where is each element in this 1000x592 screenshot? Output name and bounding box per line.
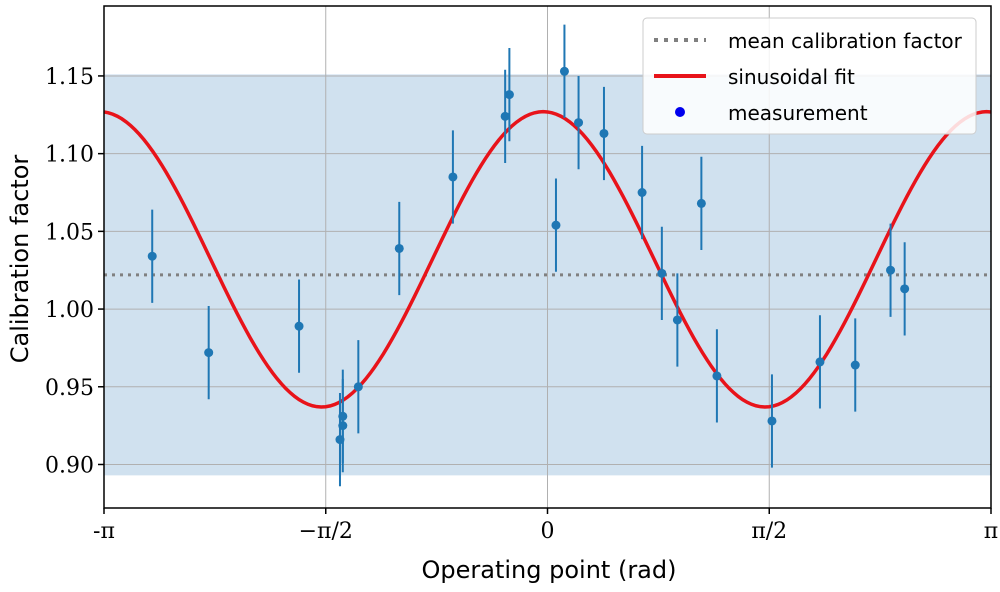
measurement-point: [900, 284, 910, 294]
measurement-point: [335, 435, 345, 445]
measurement-point: [672, 315, 682, 325]
x-axis-label: Operating point (rad): [422, 556, 677, 584]
measurement-point: [637, 188, 647, 198]
measurement-point: [767, 416, 777, 426]
x-tick-label: π: [984, 519, 998, 544]
y-axis-label: Calibration factor: [6, 155, 34, 364]
measurement-point: [712, 371, 722, 381]
measurement-point: [886, 265, 896, 275]
y-tick-label: 1.00: [45, 298, 94, 323]
measurement-point: [551, 220, 561, 230]
x-tick-label: −π/2: [299, 519, 353, 544]
legend-measurement-label: measurement: [728, 101, 868, 125]
y-tick-label: 1.10: [45, 143, 94, 168]
sinusoidal-fit-curve: [103, 109, 992, 409]
measurement-point: [696, 198, 706, 208]
measurement-point: [504, 90, 514, 100]
y-tick-label: 0.90: [45, 453, 94, 478]
measurement-point: [294, 321, 304, 331]
legend-mean-label: mean calibration factor: [728, 29, 963, 53]
measurement-point: [850, 360, 860, 370]
legend: mean calibration factor sinusoidal fit m…: [642, 17, 977, 135]
measurement-point: [394, 243, 404, 253]
y-tick-label: 0.95: [45, 376, 94, 401]
measurement-point: [500, 111, 510, 121]
measurement-point: [448, 172, 458, 182]
measurement-point: [353, 382, 363, 392]
measurement-point: [574, 118, 584, 128]
measurement-point: [559, 66, 569, 76]
measurement-point: [599, 128, 609, 138]
x-tick-label: -π: [93, 519, 115, 544]
x-tick-label: π/2: [751, 519, 787, 544]
measurement-point: [815, 357, 825, 367]
measurement-point: [657, 268, 667, 278]
legend-measurement-marker: [675, 107, 685, 117]
measurement-point: [338, 411, 348, 421]
measurement-point: [338, 421, 348, 431]
measurement-point: [147, 251, 157, 261]
x-tick-label: 0: [541, 519, 555, 544]
y-tick-label: 1.15: [45, 65, 94, 90]
legend-fit-label: sinusoidal fit: [728, 65, 855, 89]
y-tick-label: 1.05: [45, 220, 94, 245]
measurement-point: [204, 348, 214, 358]
legend-box: [642, 17, 977, 135]
